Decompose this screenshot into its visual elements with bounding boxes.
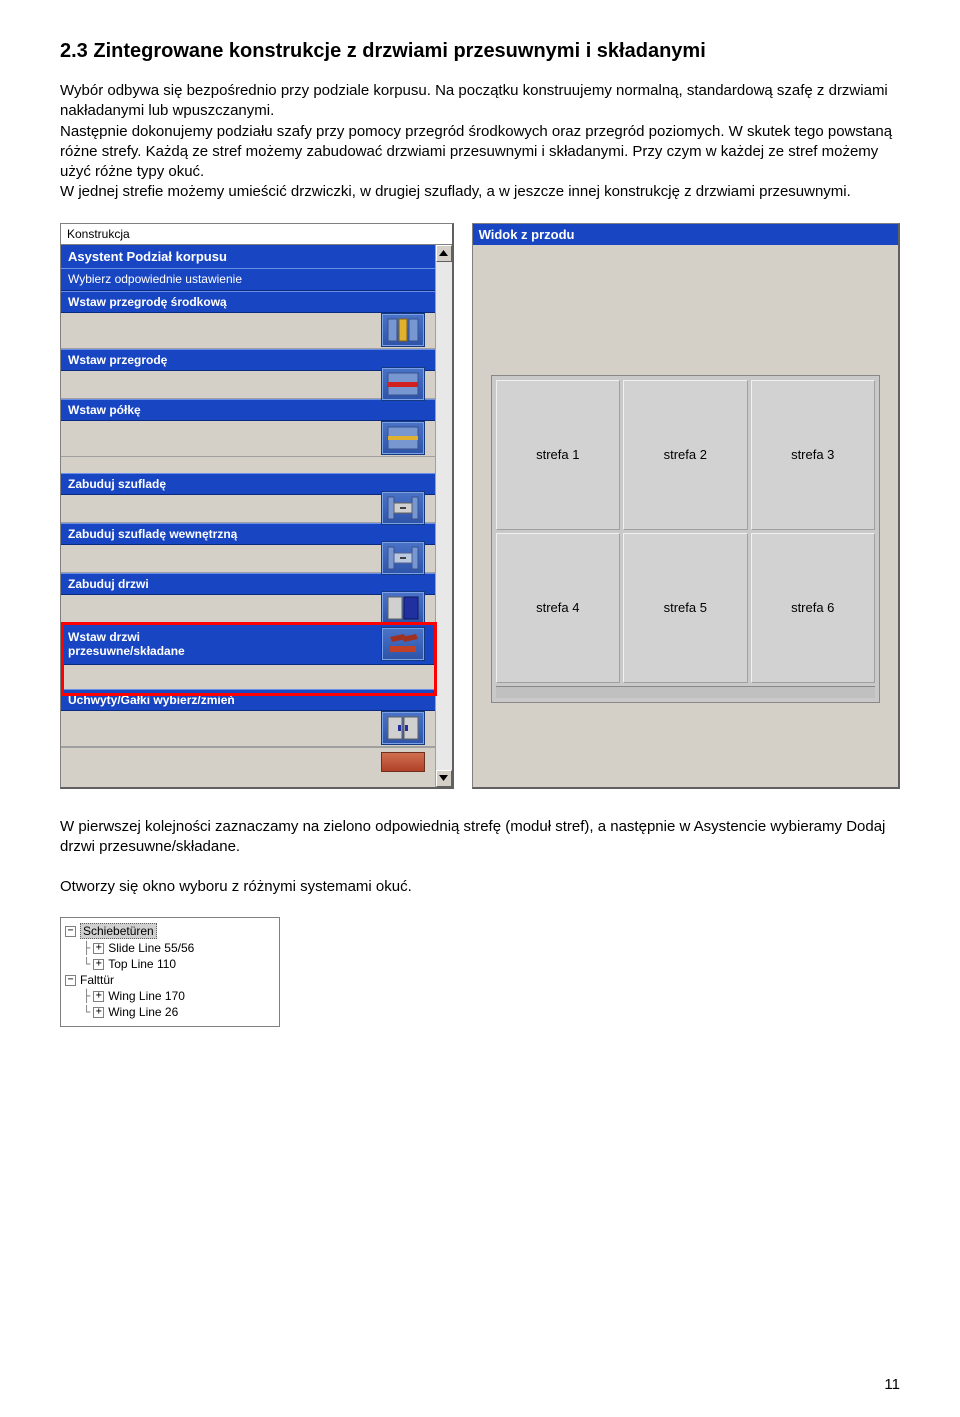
tree-label: Wing Line 170 <box>108 989 185 1003</box>
item-drzwi-przesuwne[interactable]: Wstaw drzwiprzesuwne/składane <box>61 623 435 665</box>
assistant-title: Asystent Podział korpusu <box>61 245 435 269</box>
screenshot-panels: Konstrukcja Asystent Podział korpusu Wyb… <box>60 223 900 789</box>
section-heading: 2.3 Zintegrowane konstrukcje z drzwiami … <box>60 40 900 63</box>
tree-node-topline[interactable]: └ + Top Line 110 <box>65 956 275 972</box>
drzwi-icon[interactable] <box>381 591 425 625</box>
item-przegroda[interactable]: Wstaw przegrodę <box>61 349 435 371</box>
paragraph-5: Otworzy się okno wyboru z różnymi system… <box>60 877 900 897</box>
tree-node-wingline170[interactable]: ├ + Wing Line 170 <box>65 988 275 1004</box>
icon-row <box>61 313 435 349</box>
tree-connector: ├ <box>83 989 89 1003</box>
expand-icon[interactable]: + <box>93 959 104 970</box>
item-label: Zabuduj szufladę wewnętrzną <box>68 527 428 541</box>
uchwyty-icon[interactable] <box>381 711 425 745</box>
expand-icon[interactable]: + <box>93 1007 104 1018</box>
item-uchwyty[interactable]: Uchwyty/Gałki wybierz/zmień <box>61 689 435 711</box>
drzwi-przesuwne-icon[interactable] <box>381 627 425 661</box>
scroll-down-button[interactable] <box>436 770 452 787</box>
przegroda-srodkowa-icon[interactable] <box>381 313 425 347</box>
scrollbar[interactable] <box>435 245 452 787</box>
zone-2[interactable]: strefa 2 <box>623 380 747 530</box>
przegroda-icon[interactable] <box>381 367 425 401</box>
collapse-icon[interactable]: − <box>65 926 76 937</box>
zone-3[interactable]: strefa 3 <box>751 380 875 530</box>
tree-connector: └ <box>83 1005 89 1019</box>
tree-label: Top Line 110 <box>108 957 176 971</box>
collapse-icon[interactable]: − <box>65 975 76 986</box>
tree-connector: ├ <box>83 941 89 955</box>
zone-6[interactable]: strefa 6 <box>751 533 875 683</box>
tree-node-slideline[interactable]: ├ + Slide Line 55/56 <box>65 940 275 956</box>
item-przegroda-srodkowa[interactable]: Wstaw przegrodę środkową <box>61 291 435 313</box>
item-label: Wstaw drzwiprzesuwne/składane <box>68 630 381 658</box>
icon-row <box>61 495 435 523</box>
page-number: 11 <box>884 1376 900 1393</box>
tree-label: Slide Line 55/56 <box>108 941 194 955</box>
expand-icon[interactable]: + <box>93 991 104 1002</box>
item-szuflada-wewn[interactable]: Zabuduj szufladę wewnętrzną <box>61 523 435 545</box>
assistant-subtitle: Wybierz odpowiednie ustawienie <box>61 269 435 291</box>
widok-title: Widok z przodu <box>473 224 898 245</box>
scroll-track[interactable] <box>436 262 452 770</box>
item-polka[interactable]: Wstaw półkę <box>61 399 435 421</box>
item-label: Uchwyty/Gałki wybierz/zmień <box>68 693 428 707</box>
icon-row <box>61 711 435 747</box>
tree-label: Schiebetüren <box>80 923 157 939</box>
item-label: Wstaw półkę <box>68 403 428 417</box>
icon-row <box>61 421 435 457</box>
p1-c: W jednej strefie możemy umieścić drzwicz… <box>60 183 851 200</box>
paragraph-4: W pierwszej kolejności zaznaczamy na zie… <box>60 817 900 858</box>
item-drzwi[interactable]: Zabuduj drzwi <box>61 573 435 595</box>
p1-a: Wybór odbywa się bezpośrednio przy podzi… <box>60 82 888 119</box>
item-label: Zabuduj szufladę <box>68 477 428 491</box>
tree-connector: └ <box>83 957 89 971</box>
hardware-tree[interactable]: − Schiebetüren ├ + Slide Line 55/56 └ + … <box>60 917 280 1027</box>
icon-row <box>61 545 435 573</box>
partial-icon <box>381 752 425 772</box>
p4-text: W pierwszej kolejności zaznaczamy na zie… <box>60 818 885 855</box>
item-label: Wstaw przegrodę <box>68 353 428 367</box>
icon-row <box>61 371 435 399</box>
tree-node-falttur[interactable]: − Falttür <box>65 972 275 988</box>
polka-icon[interactable] <box>381 421 425 455</box>
p1-b: Następnie dokonujemy podziału szafy przy… <box>60 123 892 181</box>
chevron-down-icon <box>439 775 448 781</box>
scroll-up-button[interactable] <box>436 245 452 262</box>
tree-label: Wing Line 26 <box>108 1005 178 1019</box>
zone-1[interactable]: strefa 1 <box>496 380 620 530</box>
cabinet-base <box>496 686 875 698</box>
expand-icon[interactable]: + <box>93 943 104 954</box>
item-label: Wstaw przegrodę środkową <box>68 295 428 309</box>
icon-row <box>61 595 435 623</box>
szuflada-wewn-icon[interactable] <box>381 541 425 575</box>
widok-panel: Widok z przodu strefa 1 strefa 2 strefa … <box>472 223 900 789</box>
konstrukcja-panel: Konstrukcja Asystent Podział korpusu Wyb… <box>60 223 454 789</box>
paragraph-1: Wybór odbywa się bezpośrednio przy podzi… <box>60 81 900 203</box>
chevron-up-icon <box>439 250 448 256</box>
zone-4[interactable]: strefa 4 <box>496 533 620 683</box>
item-szuflada[interactable]: Zabuduj szufladę <box>61 473 435 495</box>
tree-node-schiebeturen[interactable]: − Schiebetüren <box>65 922 275 940</box>
tree-label: Falttür <box>80 973 114 987</box>
item-label: Zabuduj drzwi <box>68 577 428 591</box>
p5-text: Otworzy się okno wyboru z różnymi system… <box>60 878 412 895</box>
zone-5[interactable]: strefa 5 <box>623 533 747 683</box>
assistant-list: Asystent Podział korpusu Wybierz odpowie… <box>61 245 435 787</box>
panel-tab-konstrukcja[interactable]: Konstrukcja <box>61 224 452 245</box>
szuflada-icon[interactable] <box>381 491 425 525</box>
cabinet-preview: strefa 1 strefa 2 strefa 3 strefa 4 stre… <box>491 375 880 703</box>
tree-node-wingline26[interactable]: └ + Wing Line 26 <box>65 1004 275 1020</box>
